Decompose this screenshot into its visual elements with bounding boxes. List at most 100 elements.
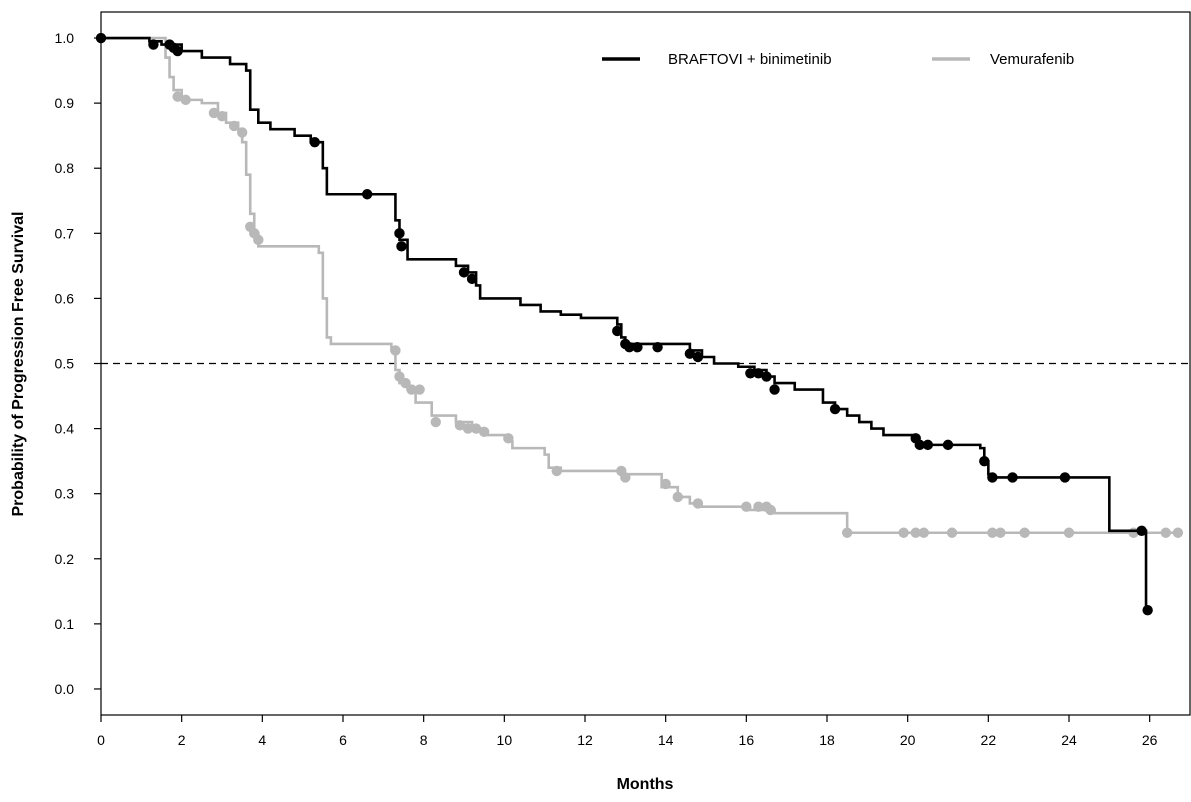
censor-mark-braftovi: [979, 455, 990, 467]
survival-curve-braftovi: [101, 36, 1150, 612]
censor-mark-vemurafenib: [692, 498, 704, 509]
censor-mark-vemurafenib: [454, 420, 466, 431]
censor-mark-vemurafenib: [390, 345, 401, 356]
censor-mark-vemurafenib: [430, 416, 441, 428]
censor-mark-braftovi: [148, 39, 159, 50]
censor-mark-vemurafenib: [216, 110, 228, 122]
censor-mark-braftovi: [1142, 605, 1153, 616]
censor-mark-braftovi: [761, 371, 772, 382]
censor-mark-braftovi: [922, 439, 934, 451]
censor-mark-braftovi: [362, 189, 373, 200]
censor-mark-vemurafenib: [414, 384, 425, 395]
x-tick-label: 6: [339, 732, 347, 748]
censor-mark-vemurafenib: [741, 501, 752, 512]
x-tick-label: 22: [981, 732, 997, 748]
y-tick-label: 0.4: [55, 421, 75, 437]
legend-label-braftovi: BRAFTOVI + binimetinib: [668, 51, 832, 68]
censor-mark-vemurafenib: [470, 423, 482, 434]
censor-mark-braftovi: [692, 351, 704, 363]
censor-mark-braftovi: [458, 267, 470, 278]
censor-mark-braftovi: [829, 403, 841, 415]
x-tick-label: 14: [658, 732, 674, 748]
y-tick-label: 0.0: [55, 681, 75, 697]
censor-mark-vemurafenib: [918, 527, 929, 538]
censor-mark-braftovi: [1007, 472, 1018, 483]
censor-mark-vemurafenib: [987, 527, 998, 538]
x-tick-label: 18: [819, 732, 835, 748]
x-tick-label: 20: [900, 732, 916, 748]
censor-mark-vemurafenib: [462, 423, 474, 434]
censor-mark-braftovi: [172, 45, 183, 57]
censor-mark-braftovi: [769, 384, 780, 395]
y-tick-label: 0.1: [55, 616, 75, 632]
censor-mark-vemurafenib: [551, 465, 562, 477]
y-tick-label: 0.7: [55, 225, 75, 241]
x-tick-label: 2: [178, 732, 186, 748]
censor-mark-braftovi: [632, 342, 643, 353]
censor-mark-vemurafenib: [406, 384, 417, 395]
y-tick-label: 0.9: [55, 95, 75, 111]
x-tick-label: 10: [497, 732, 513, 748]
censor-mark-braftovi: [394, 228, 405, 239]
censor-mark-vemurafenib: [660, 478, 671, 490]
series-vemurafenib: [101, 36, 1184, 538]
censor-mark-vemurafenib: [503, 433, 514, 444]
censor-mark-braftovi: [624, 342, 635, 353]
censor-mark-vemurafenib: [172, 91, 183, 102]
legend: BRAFTOVI + binimetinib Vemurafenib: [602, 51, 1074, 68]
censor-mark-vemurafenib: [1160, 527, 1172, 538]
censor-mark-braftovi: [612, 325, 623, 337]
legend-label-vemurafenib: Vemurafenib: [990, 51, 1074, 68]
censor-mark-vemurafenib: [180, 94, 191, 106]
y-tick-label: 0.3: [55, 486, 75, 502]
censor-mark-vemurafenib: [400, 377, 411, 389]
censor-mark-braftovi: [987, 472, 998, 483]
censor-mark-vemurafenib: [898, 527, 909, 538]
y-tick-label: 0.6: [55, 290, 75, 306]
censor-mark-vemurafenib: [208, 107, 220, 119]
censor-mark-vemurafenib: [841, 527, 853, 538]
y-tick-label: 0.5: [55, 356, 75, 372]
x-axis: 0 2 4 6 8 10 12 14 16 18 20 22 24 26: [97, 715, 1158, 748]
censor-mark-vemurafenib: [394, 371, 405, 382]
series-layer: [95, 32, 1184, 616]
censor-mark-vemurafenib: [765, 504, 776, 516]
y-tick-label: 0.2: [55, 551, 75, 567]
censor-mark-braftovi: [942, 439, 954, 451]
y-axis: 0.0 0.1 0.2 0.3 0.4 0.5 0.6 0.7 0.8 0.9 1.0: [55, 30, 101, 697]
y-tick-label: 1.0: [55, 30, 75, 46]
censor-mark-vemurafenib: [620, 472, 631, 483]
censor-mark-braftovi: [753, 368, 764, 379]
x-tick-label: 24: [1061, 732, 1077, 748]
y-tick-label: 0.8: [55, 160, 75, 176]
censor-mark-vemurafenib: [910, 527, 921, 538]
x-tick-label: 4: [258, 732, 266, 748]
x-tick-label: 26: [1142, 732, 1158, 748]
censor-mark-braftovi: [466, 273, 478, 285]
censor-mark-braftovi: [1136, 525, 1147, 536]
censor-mark-vemurafenib: [1019, 527, 1030, 538]
x-axis-title: Months: [617, 776, 674, 793]
x-tick-label: 12: [577, 732, 593, 748]
survival-curve-vemurafenib: [101, 36, 1182, 535]
y-axis-title: Probability of Progression Free Survival: [10, 212, 27, 517]
censor-mark-braftovi: [684, 348, 696, 359]
censor-mark-vemurafenib: [253, 234, 264, 246]
x-tick-label: 8: [420, 732, 428, 748]
censor-mark-braftovi: [652, 342, 663, 353]
censor-mark-braftovi: [914, 439, 925, 451]
censor-mark-vemurafenib: [946, 527, 958, 538]
censor-mark-vemurafenib: [753, 501, 764, 512]
x-tick-label: 16: [739, 732, 755, 748]
series-braftovi: [95, 32, 1153, 616]
censor-mark-braftovi: [1059, 472, 1071, 483]
censor-mark-vemurafenib: [228, 120, 240, 132]
censor-mark-braftovi: [396, 241, 407, 252]
censor-mark-vemurafenib: [995, 527, 1006, 538]
censor-mark-vemurafenib: [236, 127, 248, 138]
censor-mark-vemurafenib: [1172, 527, 1184, 538]
censor-mark-braftovi: [309, 136, 320, 148]
censor-mark-vemurafenib: [672, 491, 683, 503]
